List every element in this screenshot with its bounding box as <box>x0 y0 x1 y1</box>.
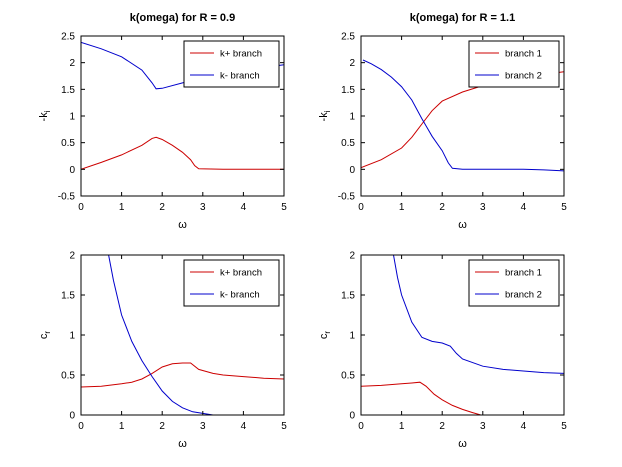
plot-panel-4: 0 1 2 3 4 5 0 0.5 1 1.5 2 ω cr branch 1 branch 2 <box>318 251 567 451</box>
series-line-2 <box>362 59 564 172</box>
y-tick-label: 1 <box>69 331 75 342</box>
y-axis-label: -ki <box>318 110 332 121</box>
x-tick-label: 4 <box>241 202 247 213</box>
x-tick-label: 4 <box>521 202 527 213</box>
legend-label-1: branch 1 <box>505 49 542 60</box>
y-tick-label: 0 <box>349 165 355 176</box>
x-tick-label: 0 <box>358 202 364 213</box>
y-tick-label: 0 <box>349 411 355 422</box>
y-tick-label: 2 <box>349 58 355 69</box>
x-axis-label: ω <box>178 219 187 231</box>
series-line-1 <box>81 362 284 388</box>
x-tick-label: 4 <box>241 421 247 432</box>
y-tick-label: 2.5 <box>341 32 355 43</box>
y-axis-label-main: -k <box>318 112 330 122</box>
x-tick-label: 0 <box>78 421 84 432</box>
x-tick-label: 2 <box>159 421 165 432</box>
y-axis-label-subscript: r <box>43 331 52 334</box>
x-tick-label: 3 <box>480 421 486 432</box>
x-tick-label: 5 <box>281 202 287 213</box>
series-line-1 <box>361 381 481 415</box>
x-tick-label: 1 <box>399 202 405 213</box>
legend-box <box>468 259 560 307</box>
y-tick-label: 1 <box>349 331 355 342</box>
x-axis-label: ω <box>458 438 467 450</box>
y-tick-label: 1 <box>349 112 355 123</box>
x-tick-label: 0 <box>78 202 84 213</box>
x-tick-label: 2 <box>159 202 165 213</box>
x-tick-label: 3 <box>200 421 206 432</box>
y-tick-label: 0.5 <box>341 138 355 149</box>
x-tick-label: 4 <box>521 421 527 432</box>
legend-box <box>183 259 280 307</box>
x-tick-label: 3 <box>480 202 486 213</box>
legend-box <box>183 40 280 88</box>
y-tick-label: 1.5 <box>61 291 75 302</box>
legend-label-2: branch 2 <box>505 71 542 82</box>
y-axis-label-main: c <box>38 333 50 339</box>
y-tick-label: 1.5 <box>341 85 355 96</box>
x-tick-label: 5 <box>281 421 287 432</box>
x-axis-label: ω <box>458 219 467 231</box>
y-tick-label: 2 <box>349 251 355 262</box>
x-tick-label: 2 <box>439 202 445 213</box>
chart-title: k(omega) for R = 0.9 <box>130 12 235 24</box>
legend-label-1: k+ branch <box>220 49 262 60</box>
y-tick-label: 0 <box>69 411 75 422</box>
legend: branch 1 branch 2 <box>468 40 560 88</box>
legend-label-1: branch 1 <box>505 268 542 279</box>
legend-label-2: k- branch <box>220 290 260 301</box>
y-tick-label: -0.5 <box>338 192 356 203</box>
y-tick-label: 1.5 <box>341 291 355 302</box>
y-axis-label-subscript: i <box>43 110 52 112</box>
y-tick-label: 0.5 <box>61 371 75 382</box>
y-axis-label: cr <box>38 331 52 340</box>
x-tick-label: 3 <box>200 202 206 213</box>
legend-label-1: k+ branch <box>220 268 262 279</box>
chart-title: k(omega) for R = 1.1 <box>410 12 515 24</box>
y-tick-label: 2 <box>69 251 75 262</box>
y-axis-label: cr <box>318 331 332 340</box>
series-line-2 <box>108 255 214 415</box>
y-tick-label: 1.5 <box>61 85 75 96</box>
x-tick-label: 5 <box>561 421 567 432</box>
x-tick-label: 1 <box>399 421 405 432</box>
x-tick-label: 5 <box>561 202 567 213</box>
y-tick-label: 0.5 <box>341 371 355 382</box>
series-line-1 <box>81 136 284 170</box>
y-tick-label: 1 <box>69 112 75 123</box>
x-tick-label: 2 <box>439 421 445 432</box>
legend-label-2: branch 2 <box>505 290 542 301</box>
y-axis-label-main: c <box>318 333 330 339</box>
y-axis-label-subscript: r <box>323 331 332 334</box>
y-tick-label: 2.5 <box>61 32 75 43</box>
y-tick-label: 0.5 <box>61 138 75 149</box>
y-axis-label-main: -k <box>38 112 50 122</box>
legend: k+ branch k- branch <box>183 40 280 88</box>
plot-panel-2: 0 1 2 3 4 5-0.500.511.522.5k(omega) for R = 1… <box>318 12 567 231</box>
series-line-2 <box>393 255 564 374</box>
y-tick-label: -0.5 <box>58 192 76 203</box>
y-axis-label-subscript: i <box>323 110 332 112</box>
x-tick-label: 1 <box>119 202 125 213</box>
legend-label-2: k- branch <box>220 71 260 82</box>
x-axis-label: ω <box>178 438 187 450</box>
plot-panel-3: 0 1 2 3 4 5 0 0.5 1 1.5 2 ω cr k+ branch k- branch <box>38 251 287 451</box>
legend: k+ branch k- branch <box>183 259 280 307</box>
y-axis-label: -ki <box>38 110 52 121</box>
y-tick-label: 2 <box>69 58 75 69</box>
legend-box <box>468 40 560 88</box>
legend: branch 1 branch 2 <box>468 259 560 307</box>
x-tick-label: 0 <box>358 421 364 432</box>
plot-panel-1: 0 1 2 3 4 5-0.500.511.522.5k(omega) for R = 0… <box>38 12 287 231</box>
y-tick-label: 0 <box>69 165 75 176</box>
x-tick-label: 1 <box>119 421 125 432</box>
